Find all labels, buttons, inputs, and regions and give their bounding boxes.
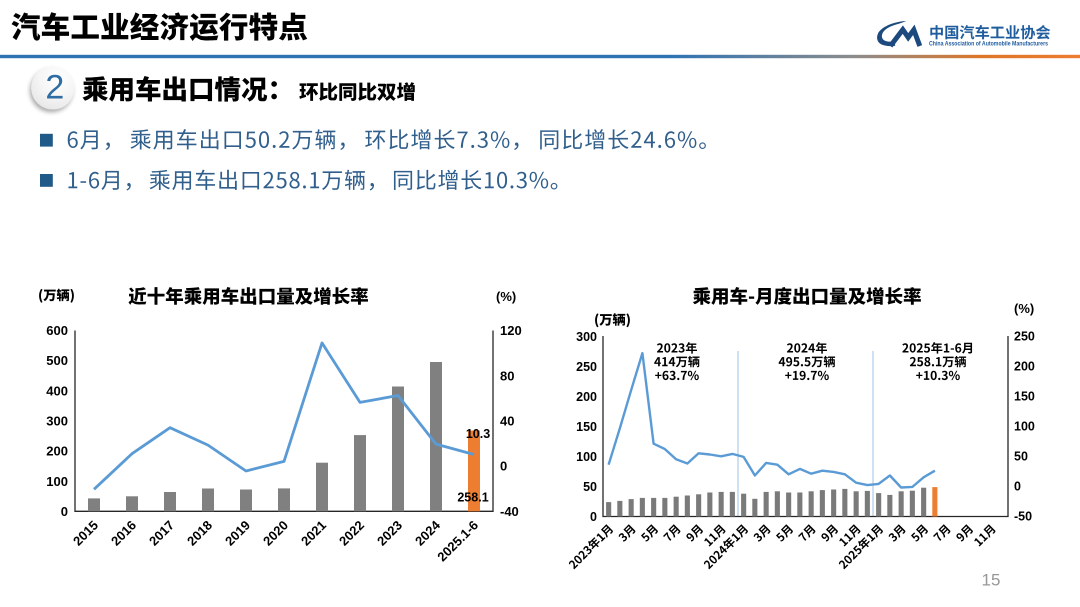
- svg-text:80: 80: [500, 368, 514, 383]
- svg-text:2025.1-6: 2025.1-6: [434, 518, 481, 565]
- svg-text:100: 100: [46, 474, 68, 489]
- svg-text:2020: 2020: [260, 518, 291, 549]
- svg-text:300: 300: [576, 330, 597, 344]
- svg-text:China Association of Automobil: China Association of Automobile Manufact…: [929, 41, 1048, 48]
- svg-text:0: 0: [590, 510, 597, 524]
- svg-text:150: 150: [576, 420, 597, 434]
- svg-text:150: 150: [1014, 390, 1035, 404]
- svg-text:2: 2: [45, 69, 64, 107]
- svg-text:2015: 2015: [70, 518, 101, 549]
- svg-text:-40: -40: [500, 504, 519, 519]
- svg-text:15: 15: [982, 571, 1001, 590]
- svg-text:100: 100: [1014, 420, 1035, 434]
- svg-text:100: 100: [576, 450, 597, 464]
- svg-text:0: 0: [1014, 480, 1021, 494]
- svg-text:500: 500: [46, 353, 68, 368]
- svg-text:2022: 2022: [336, 518, 367, 549]
- svg-text:0: 0: [61, 504, 68, 519]
- svg-text:200: 200: [46, 444, 68, 459]
- svg-text:-50: -50: [1014, 510, 1032, 524]
- svg-text:10.3: 10.3: [466, 427, 490, 441]
- svg-text:250: 250: [1014, 330, 1035, 344]
- svg-text:200: 200: [1014, 360, 1035, 374]
- svg-text:2018: 2018: [184, 518, 215, 549]
- svg-text:120: 120: [500, 323, 522, 338]
- svg-text:600: 600: [46, 323, 68, 338]
- svg-text:50: 50: [583, 480, 597, 494]
- svg-text:2019: 2019: [222, 518, 253, 549]
- svg-text:200: 200: [576, 390, 597, 404]
- svg-text:250: 250: [576, 360, 597, 374]
- svg-text:2017: 2017: [146, 518, 177, 549]
- svg-text:400: 400: [46, 383, 68, 398]
- svg-text:2021: 2021: [298, 518, 329, 549]
- svg-text:258.1: 258.1: [457, 490, 488, 504]
- svg-text:2024: 2024: [412, 517, 444, 549]
- svg-text:300: 300: [46, 414, 68, 429]
- svg-text:(%): (%): [1014, 301, 1034, 316]
- svg-text:2016: 2016: [108, 518, 139, 549]
- svg-text:50: 50: [1014, 450, 1028, 464]
- svg-text:(%): (%): [496, 289, 516, 304]
- svg-text:40: 40: [500, 414, 514, 429]
- svg-text:0: 0: [500, 459, 507, 474]
- svg-text:2023: 2023: [374, 518, 405, 549]
